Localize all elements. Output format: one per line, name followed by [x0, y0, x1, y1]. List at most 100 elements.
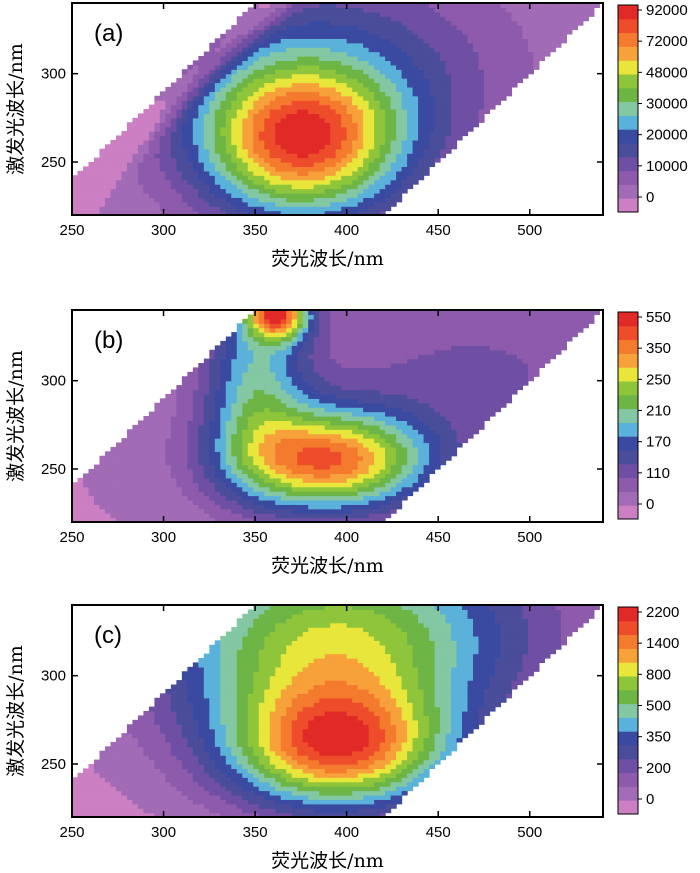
heatmap-cell [379, 206, 386, 212]
heatmap-cell [412, 91, 419, 97]
heatmap-cell [148, 420, 155, 426]
heatmap-cell [313, 166, 320, 172]
heatmap-cell [363, 153, 370, 159]
heatmap-cell [401, 16, 408, 22]
heatmap-cell [341, 184, 348, 190]
heatmap-cell [467, 104, 474, 110]
heatmap-cell [220, 60, 227, 66]
heatmap-cell [357, 7, 364, 13]
heatmap-cell [110, 210, 117, 215]
heatmap-cell [93, 517, 101, 522]
heatmap-cell [203, 477, 210, 483]
heatmap-cell [236, 69, 243, 75]
heatmap-cell [198, 82, 205, 88]
heatmap-cell [242, 20, 249, 26]
heatmap-cell [456, 398, 463, 404]
heatmap-cell [385, 411, 392, 417]
heatmap-cell [511, 11, 518, 17]
heatmap-cell [148, 122, 155, 128]
heatmap-cell [82, 495, 90, 501]
heatmap-cell [308, 91, 315, 97]
heatmap-cell [473, 60, 480, 66]
heatmap-cell [236, 139, 243, 145]
heatmap-cell [379, 42, 386, 48]
heatmap-cell [341, 60, 348, 66]
heatmap-cell [231, 25, 238, 31]
heatmap-cell [286, 131, 293, 137]
heatmap-cell [209, 486, 216, 492]
heatmap-cell [269, 446, 276, 452]
heatmap-cell [401, 482, 408, 488]
heatmap-cell [154, 486, 161, 492]
heatmap-cell [225, 144, 232, 150]
heatmap-cell [253, 411, 260, 417]
heatmap-cell [335, 64, 342, 70]
heatmap-cell [330, 513, 337, 519]
heatmap-cell [374, 179, 381, 185]
heatmap-cell [374, 162, 381, 168]
heatmap-cell [335, 179, 342, 185]
heatmap-cell [357, 82, 364, 88]
heatmap-cell [247, 438, 254, 444]
heatmap-cell [148, 153, 155, 159]
heatmap-cell [148, 477, 155, 483]
heatmap-cell [440, 433, 447, 439]
heatmap-cell [77, 477, 84, 483]
heatmap-cell [275, 42, 282, 48]
heatmap-cell [269, 411, 276, 417]
heatmap-cell [330, 153, 337, 159]
heatmap-cell [374, 56, 381, 62]
heatmap-cell [236, 64, 243, 70]
heatmap-cell [93, 491, 101, 497]
heatmap-cell [456, 56, 463, 62]
heatmap-cell [390, 11, 397, 17]
heatmap-cell [99, 153, 106, 159]
heatmap-cell [451, 25, 458, 31]
heatmap-cell [467, 56, 474, 62]
heatmap-cell [258, 16, 265, 22]
heatmap-cell [335, 20, 342, 26]
heatmap-cell [192, 175, 199, 181]
heatmap-cell [434, 398, 441, 404]
heatmap-cell [357, 42, 364, 48]
heatmap-cell [264, 3, 271, 9]
heatmap-cell [335, 499, 342, 505]
heatmap-cell [401, 153, 408, 159]
heatmap-cell [319, 429, 326, 435]
heatmap-cell [231, 104, 238, 110]
heatmap-cell [577, 7, 584, 13]
heatmap-cell [220, 51, 227, 57]
heatmap-cell [445, 420, 452, 426]
heatmap-cell [385, 513, 392, 519]
heatmap-cell [192, 389, 199, 395]
heatmap-cell [132, 517, 139, 522]
heatmap-cell [291, 402, 298, 408]
heatmap-cell [275, 38, 282, 44]
heatmap-cell [93, 473, 101, 479]
heatmap-cell [170, 86, 177, 92]
heatmap-cell [225, 469, 232, 475]
heatmap-cell [209, 95, 216, 101]
heatmap-cell [286, 166, 293, 172]
heatmap-cell [148, 504, 155, 510]
heatmap-cell [286, 157, 293, 163]
heatmap-cell [341, 473, 348, 479]
heatmap-cell [319, 179, 326, 185]
heatmap-cell [330, 175, 337, 181]
heatmap-cell [368, 73, 375, 79]
heatmap-cell [214, 455, 221, 461]
heatmap-cell [280, 73, 287, 79]
heatmap-cell [308, 69, 315, 75]
heatmap-cell [225, 135, 232, 141]
heatmap-cell [335, 144, 342, 150]
heatmap-cell [440, 25, 447, 31]
heatmap-cell [170, 429, 177, 435]
heatmap-cell [319, 385, 326, 391]
heatmap-cell [308, 42, 315, 48]
heatmap-cell [192, 153, 199, 159]
heatmap-cell [577, 11, 584, 17]
heatmap-cell [110, 148, 117, 154]
heatmap-cell [319, 11, 326, 17]
heatmap-cell [192, 393, 199, 399]
heatmap-cell [330, 60, 337, 66]
